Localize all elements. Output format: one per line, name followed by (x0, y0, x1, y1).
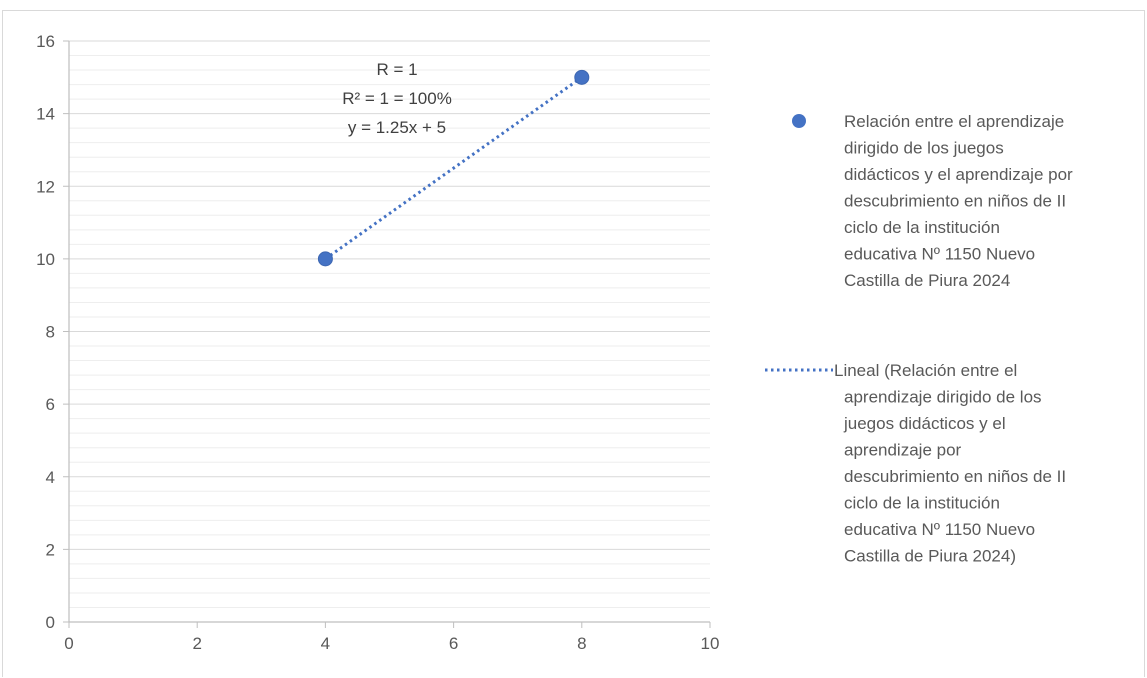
x-tick-label: 4 (321, 634, 330, 653)
x-tick-label: 10 (701, 634, 720, 653)
trendline-equation-label: R² = 1 = 100% (342, 89, 452, 108)
trendline (324, 76, 583, 261)
legend-label-scatter: didácticos y el aprendizaje por (844, 165, 1073, 184)
x-tick-label: 0 (64, 634, 73, 653)
data-point (574, 69, 590, 85)
y-tick-label: 2 (46, 540, 55, 559)
y-tick-label: 10 (36, 250, 55, 269)
grid-layer (69, 40, 710, 608)
trendline-equation-label: R = 1 (376, 60, 417, 79)
legend-label-trendline: educativa Nº 1150 Nuevo (844, 520, 1035, 539)
legend: Relación entre el aprendizaje dirigido de… (765, 112, 1073, 566)
y-tick-label: 4 (46, 468, 55, 487)
y-tick-label: 8 (46, 323, 55, 342)
y-tick-label: 6 (46, 395, 55, 414)
y-tick-label: 16 (36, 32, 55, 51)
y-tick-label: 12 (36, 177, 55, 196)
x-tick-label: 2 (192, 634, 201, 653)
legend-label-trendline: aprendizaje por (844, 441, 962, 460)
data-point (317, 251, 333, 267)
y-tick-label: 14 (36, 105, 55, 124)
y-tick-label: 0 (46, 613, 55, 632)
legend-label-scatter: descubrimiento en niños de II (844, 192, 1066, 211)
legend-label-trendline: ciclo de la institución (844, 494, 1000, 513)
legend-label-scatter: educativa Nº 1150 Nuevo (844, 245, 1035, 264)
legend-label-scatter: dirigido de los juegos (844, 139, 1004, 158)
legend-label-trendline: Lineal (Relación entre el (834, 361, 1017, 380)
chart-frame (2, 10, 1145, 677)
legend-label-trendline: juegos didácticos y el (843, 414, 1006, 433)
legend-label-trendline: aprendizaje dirigido de los (844, 388, 1042, 407)
axis-layer: 0 2 4 6 8 10 0 2 4 6 8 10 12 14 16 (36, 32, 719, 653)
x-tick-label: 6 (449, 634, 458, 653)
legend-label-scatter: ciclo de la institución (844, 218, 1000, 237)
trendline-equation-label: y = 1.25x + 5 (348, 118, 446, 137)
annotation-layer: R = 1 R² = 1 = 100% y = 1.25x + 5 (342, 60, 452, 137)
x-tick-label: 8 (577, 634, 586, 653)
legend-label-scatter: Relación entre el aprendizaje (844, 112, 1064, 131)
legend-label-trendline: descubrimiento en niños de II (844, 467, 1066, 486)
legend-label-scatter: Castilla de Piura 2024 (844, 271, 1010, 290)
legend-marker-scatter (792, 114, 806, 128)
series-layer (317, 69, 590, 267)
legend-label-trendline: Castilla de Piura 2024) (844, 547, 1016, 566)
